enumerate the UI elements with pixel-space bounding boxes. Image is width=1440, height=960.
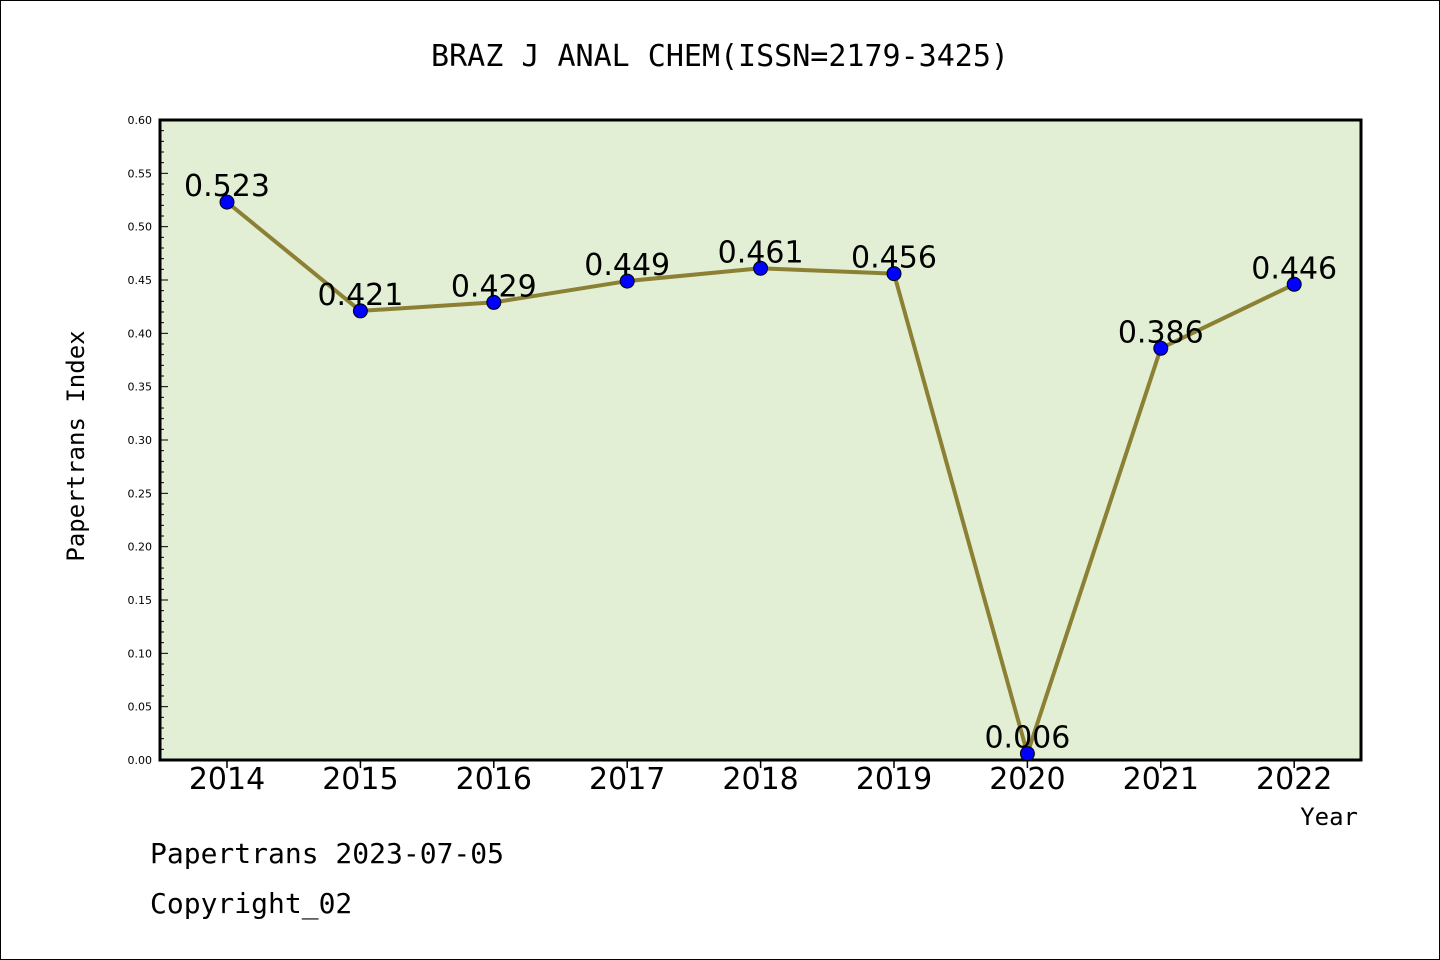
y-axis: 0.00 0.05 0.10 0.15 0.20 0.25 0.30 0.35 0.40 0.45… [128, 114, 168, 767]
data-point [1019, 746, 1035, 762]
data-label: 0.421 [317, 278, 403, 313]
y-tick-label: 0.25 [128, 487, 153, 500]
y-axis-label: Papertrans Index [62, 330, 90, 561]
y-tick-label: 0.35 [128, 381, 153, 394]
y-tick-label: 0.15 [128, 594, 153, 607]
data-point [1153, 340, 1169, 356]
footer-copyright: Copyright_02 [150, 887, 352, 921]
x-tick-label: 2016 [456, 762, 532, 797]
x-tick-label: 2021 [1123, 762, 1199, 797]
x-tick-label: 2022 [1256, 762, 1332, 797]
data-point [1286, 276, 1302, 292]
data-point [886, 266, 902, 282]
y-tick-label: 0.60 [128, 114, 153, 127]
data-label: 0.006 [984, 721, 1070, 756]
data-label: 0.446 [1251, 251, 1337, 286]
series-papertrans-index [219, 194, 1302, 762]
data-label: 0.449 [584, 248, 670, 283]
x-tick-label: 2020 [989, 762, 1065, 797]
data-point [486, 294, 502, 310]
chart-title: BRAZ J ANAL CHEM(ISSN=2179-3425) [431, 39, 1009, 74]
data-point [352, 303, 368, 319]
data-label: 0.523 [184, 169, 270, 204]
y-tick-label: 0.45 [128, 274, 153, 287]
x-axis: 2014 2015 2016 2017 2018 2019 2020 2021 2022 [189, 760, 1332, 797]
x-tick-label: 2014 [189, 762, 265, 797]
data-point [753, 260, 769, 276]
data-labels: 0.523 0.421 0.429 0.449 0.461 0.456 0.006 0.386… [184, 169, 1337, 755]
x-tick-label: 2018 [722, 762, 798, 797]
y-tick-label: 0.10 [128, 647, 153, 660]
y-tick-label: 0.05 [128, 701, 153, 714]
y-tick-label: 0.40 [128, 327, 153, 340]
data-label: 0.456 [851, 241, 937, 276]
plot-area [158, 118, 1363, 762]
data-label: 0.386 [1118, 315, 1204, 350]
y-tick-label: 0.50 [128, 221, 153, 234]
data-point [619, 273, 635, 289]
data-label: 0.461 [718, 235, 804, 270]
data-label: 0.429 [451, 269, 537, 304]
data-point [219, 194, 235, 210]
y-tick-label: 0.20 [128, 541, 153, 554]
footer-date: Papertrans 2023-07-05 [150, 837, 504, 870]
x-axis-label: Year [1300, 803, 1358, 831]
x-tick-label: 2015 [322, 762, 398, 797]
x-tick-label: 2019 [856, 762, 932, 797]
y-tick-label: 0.55 [128, 167, 153, 180]
y-tick-label: 0.30 [128, 434, 153, 447]
y-tick-label: 0.00 [128, 754, 153, 767]
x-tick-label: 2017 [589, 762, 665, 797]
